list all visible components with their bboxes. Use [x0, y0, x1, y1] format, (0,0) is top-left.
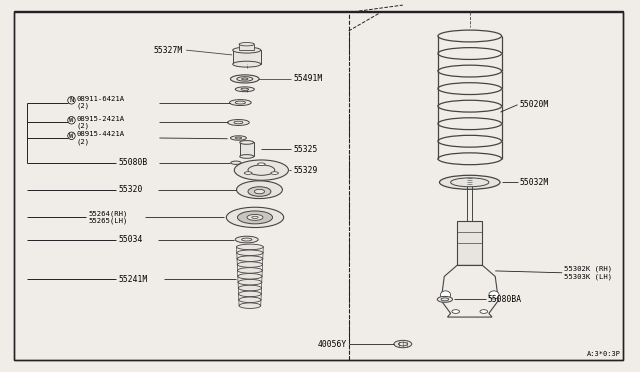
Ellipse shape — [440, 175, 500, 189]
Text: 55264(RH)
55265(LH): 55264(RH) 55265(LH) — [88, 211, 127, 224]
Ellipse shape — [238, 273, 262, 279]
Text: 55241M: 55241M — [118, 275, 147, 283]
Ellipse shape — [237, 256, 263, 262]
Ellipse shape — [271, 172, 278, 174]
Ellipse shape — [231, 161, 241, 164]
Ellipse shape — [242, 238, 252, 241]
Text: 55032M: 55032M — [520, 178, 548, 187]
Bar — [240, 142, 253, 157]
Ellipse shape — [451, 178, 489, 187]
Ellipse shape — [237, 262, 262, 267]
Text: A:3*0:3P: A:3*0:3P — [587, 350, 621, 357]
Ellipse shape — [237, 211, 273, 224]
Ellipse shape — [437, 296, 452, 302]
Ellipse shape — [236, 137, 242, 139]
Ellipse shape — [242, 78, 248, 80]
Text: N: N — [69, 97, 74, 103]
Ellipse shape — [238, 279, 262, 285]
Ellipse shape — [440, 291, 451, 299]
Text: 55329: 55329 — [293, 166, 317, 174]
Ellipse shape — [441, 298, 449, 301]
Text: 08911-6421A
(2): 08911-6421A (2) — [77, 96, 125, 109]
Ellipse shape — [234, 160, 289, 180]
Text: 08915-2421A
(2): 08915-2421A (2) — [77, 116, 125, 129]
Ellipse shape — [239, 297, 261, 302]
Text: 55080B: 55080B — [118, 158, 147, 167]
Ellipse shape — [238, 285, 262, 291]
Ellipse shape — [254, 189, 264, 194]
Text: 40056Y: 40056Y — [317, 340, 347, 349]
Ellipse shape — [252, 216, 258, 218]
Ellipse shape — [236, 87, 254, 92]
Ellipse shape — [247, 214, 263, 220]
Ellipse shape — [489, 291, 499, 299]
Bar — [457, 221, 483, 265]
Ellipse shape — [240, 141, 253, 144]
Ellipse shape — [234, 121, 243, 124]
Text: 55325: 55325 — [293, 145, 317, 154]
Text: 55320: 55320 — [118, 185, 142, 194]
Ellipse shape — [239, 291, 261, 297]
Ellipse shape — [398, 342, 407, 346]
Text: 08915-4421A
(2): 08915-4421A (2) — [77, 131, 125, 145]
Ellipse shape — [452, 310, 460, 313]
Ellipse shape — [233, 47, 260, 53]
Bar — [233, 50, 260, 64]
Ellipse shape — [241, 88, 248, 90]
Ellipse shape — [248, 165, 275, 175]
Text: 55080BA: 55080BA — [488, 295, 522, 304]
Ellipse shape — [233, 61, 260, 67]
Ellipse shape — [239, 303, 260, 308]
Ellipse shape — [228, 119, 249, 125]
Ellipse shape — [257, 163, 265, 166]
Text: 55491M: 55491M — [293, 74, 323, 83]
Ellipse shape — [237, 250, 263, 256]
Text: 55020M: 55020M — [520, 100, 548, 109]
Text: 55302K (RH)
55303K (LH): 55302K (RH) 55303K (LH) — [564, 266, 612, 280]
Ellipse shape — [239, 42, 254, 46]
Ellipse shape — [244, 172, 252, 174]
Ellipse shape — [237, 77, 253, 81]
Ellipse shape — [230, 75, 259, 83]
Ellipse shape — [230, 136, 246, 140]
Ellipse shape — [230, 100, 251, 106]
Text: W: W — [69, 117, 74, 123]
Ellipse shape — [236, 101, 246, 104]
Ellipse shape — [240, 155, 253, 158]
Ellipse shape — [237, 244, 263, 250]
Text: W: W — [69, 133, 74, 139]
Ellipse shape — [394, 340, 412, 348]
Ellipse shape — [480, 310, 488, 313]
Ellipse shape — [236, 236, 258, 243]
Ellipse shape — [237, 267, 262, 273]
Ellipse shape — [248, 187, 271, 196]
Ellipse shape — [237, 181, 282, 199]
Bar — [239, 44, 254, 50]
Text: 55327M: 55327M — [154, 46, 183, 55]
Text: 55034: 55034 — [118, 235, 142, 244]
Ellipse shape — [227, 207, 284, 228]
